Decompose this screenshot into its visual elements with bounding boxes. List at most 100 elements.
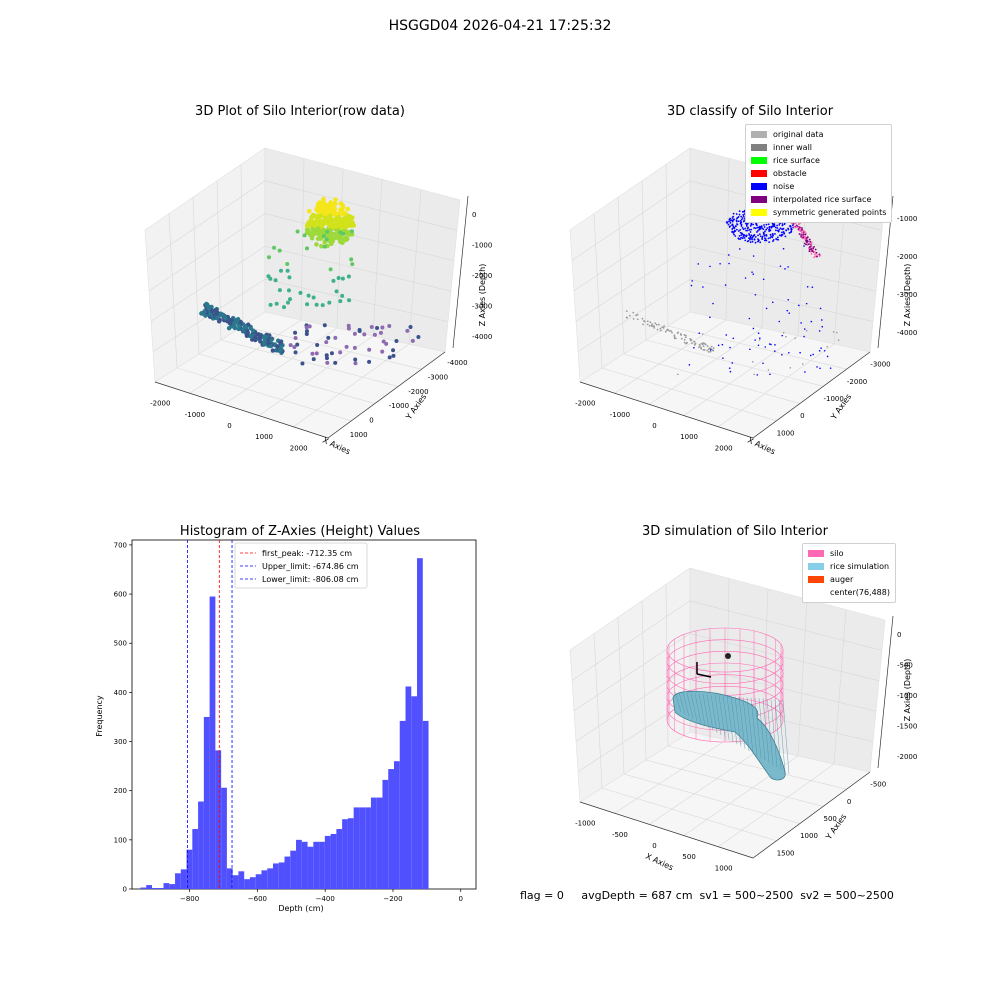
raw-z-tick: -1000	[472, 242, 492, 250]
raw-point	[394, 338, 399, 343]
classify-point	[697, 263, 700, 265]
classify-point	[742, 220, 745, 223]
classify-point	[736, 216, 739, 219]
classify-point	[787, 228, 790, 231]
classify-point	[661, 326, 664, 329]
simulation-legend-item: auger	[808, 573, 890, 586]
classify-point	[753, 238, 756, 241]
simulation-z-tick: -500	[897, 662, 913, 670]
classify-point	[651, 323, 653, 326]
classify-point	[745, 234, 748, 237]
classify-point	[752, 223, 755, 226]
classify-point	[747, 237, 750, 240]
classify-grid-line	[593, 213, 603, 369]
raw-point	[349, 215, 355, 220]
raw-point	[380, 349, 385, 354]
classify-point	[774, 226, 777, 229]
raw-point	[353, 361, 358, 366]
raw-point	[302, 233, 307, 238]
classify-point	[788, 351, 790, 354]
classify-point	[805, 243, 807, 246]
histogram-y-tick: 200	[114, 787, 127, 795]
histogram-y-tick: 0	[123, 886, 127, 894]
classify-point	[664, 330, 667, 333]
raw-point	[305, 246, 310, 251]
classify-point	[757, 240, 760, 243]
classify-point	[685, 342, 687, 345]
classify-point	[821, 325, 824, 328]
classify-point	[689, 337, 692, 340]
classify-legend: original data inner wall rice surface obsta…	[745, 124, 893, 223]
raw-point	[314, 302, 319, 307]
raw-point	[410, 338, 415, 343]
raw-point	[381, 339, 386, 344]
classify-point	[752, 255, 755, 257]
classify-point	[814, 248, 817, 251]
raw-point	[378, 330, 383, 335]
classify-point	[765, 223, 768, 226]
histogram-bar	[324, 835, 331, 889]
classify-legend-item: inner wall	[751, 141, 886, 154]
classify-point	[810, 320, 813, 323]
raw-point	[328, 267, 333, 272]
classify-point	[719, 262, 721, 265]
simulation-z-label: Z Axies (Depth)	[903, 659, 912, 722]
histogram-x-tick: −600	[248, 895, 267, 903]
classify-point	[754, 236, 757, 238]
classify-point	[803, 236, 806, 239]
classify-point	[771, 236, 774, 239]
classify-point	[805, 232, 808, 235]
raw-point	[285, 262, 290, 267]
classify-point	[809, 354, 812, 357]
raw-point	[322, 204, 327, 210]
raw-point	[311, 295, 316, 300]
histogram-x-tick: −800	[180, 895, 199, 903]
classify-point	[724, 284, 727, 286]
classify-point	[778, 223, 781, 226]
simulation-z-tick: -1000	[897, 692, 917, 700]
classify-point	[754, 241, 757, 244]
classify-point	[806, 285, 809, 288]
raw-point	[315, 218, 320, 224]
raw-point	[336, 276, 341, 281]
raw-grid-line	[264, 246, 452, 292]
classify-point	[740, 223, 743, 226]
classify-point	[797, 226, 800, 229]
classify-grid-line	[689, 278, 874, 322]
classify-point	[688, 364, 691, 366]
raw-point	[293, 330, 298, 335]
classify-point	[738, 210, 741, 213]
histogram-bar	[296, 839, 302, 889]
classify-point	[742, 237, 744, 239]
classify-grid-line	[665, 164, 669, 327]
histogram-bar	[232, 875, 239, 889]
classify-point	[816, 366, 818, 368]
classify-point	[818, 253, 821, 256]
raw-point	[273, 278, 278, 283]
rice-mesh-line	[694, 693, 702, 724]
histogram-chart: −800 −600 −400 −200 00100200300400500600700 …	[95, 539, 477, 913]
raw-point	[331, 222, 337, 228]
raw-point	[320, 303, 325, 308]
classify-grid-line	[623, 353, 800, 404]
raw-point	[346, 326, 351, 331]
classify-point	[778, 228, 781, 231]
raw-point	[387, 324, 392, 329]
simulation-y-tick: 500	[824, 815, 837, 823]
classify-point	[783, 232, 786, 235]
classify-y-tick: -2000	[847, 378, 867, 386]
classify-point	[749, 348, 751, 351]
raw-point	[263, 334, 269, 340]
raw-point	[352, 345, 357, 350]
raw-x-tick: -2000	[150, 400, 170, 408]
raw-point	[279, 347, 284, 352]
raw-point	[349, 257, 354, 262]
classify-point	[732, 337, 735, 340]
raw-y-tick: -3000	[428, 374, 448, 382]
classify-point	[803, 328, 806, 330]
classify-point	[787, 298, 790, 301]
classify-point	[779, 227, 782, 230]
classify-point	[808, 246, 811, 248]
classify-point	[816, 254, 819, 256]
simulation-legend-swatch	[808, 550, 824, 557]
